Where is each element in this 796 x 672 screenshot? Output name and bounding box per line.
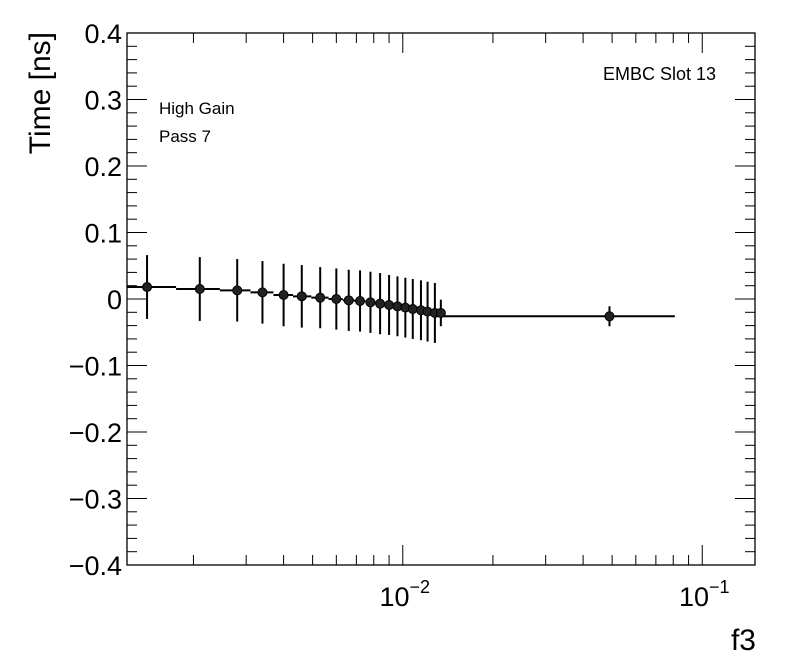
- data-point: [343, 295, 354, 306]
- annotation-high-gain: High Gain: [159, 99, 235, 118]
- axis-ticks: [127, 32, 755, 566]
- y-tick-label: 0.2: [84, 152, 122, 182]
- annotation-slot: EMBC Slot 13: [603, 64, 716, 84]
- data-point: [375, 298, 386, 309]
- y-tick-label: −0.3: [69, 485, 122, 515]
- y-tick-label: −0.2: [69, 418, 122, 448]
- data-point: [435, 307, 446, 318]
- x-tick-base: 10: [379, 582, 409, 612]
- y-tick-label: 0.3: [84, 86, 122, 116]
- data-point: [232, 285, 243, 296]
- x-tick-base: 10: [679, 582, 709, 612]
- y-tick-label: 0.1: [84, 219, 122, 249]
- data-point: [365, 297, 376, 308]
- data-point: [331, 294, 342, 304]
- data-point: [384, 299, 395, 310]
- x-tick-exponent: −1: [709, 577, 730, 597]
- y-axis-title: Time [ns]: [24, 32, 57, 154]
- data-point: [315, 292, 326, 303]
- x-axis-title: f3: [731, 624, 756, 657]
- y-tick-labels: 0.4 0.3 0.2 0.1 0 −0.1 −0.2 −0.3 −0.4: [69, 19, 122, 581]
- x-tick-exponent: −2: [410, 577, 431, 597]
- data-point: [296, 291, 307, 302]
- data-point: [604, 311, 615, 322]
- data-point: [355, 295, 366, 306]
- data-point: [407, 303, 418, 314]
- x-tick-label: 10−1: [679, 577, 730, 612]
- data-point: [142, 282, 153, 293]
- y-tick-label: 0.4: [84, 19, 122, 49]
- y-tick-label: −0.1: [69, 352, 122, 382]
- x-tick-label: 10−2: [379, 577, 430, 612]
- annotation-pass: Pass 7: [159, 127, 211, 146]
- y-tick-label: 0: [107, 285, 122, 315]
- y-tick-label: −0.4: [69, 551, 122, 581]
- plot-frame: [126, 32, 756, 566]
- x-tick-labels: 10−2 10−1: [379, 577, 729, 612]
- data-point: [257, 287, 268, 298]
- data-series: [127, 255, 675, 343]
- data-point: [194, 284, 205, 295]
- data-point: [278, 290, 289, 301]
